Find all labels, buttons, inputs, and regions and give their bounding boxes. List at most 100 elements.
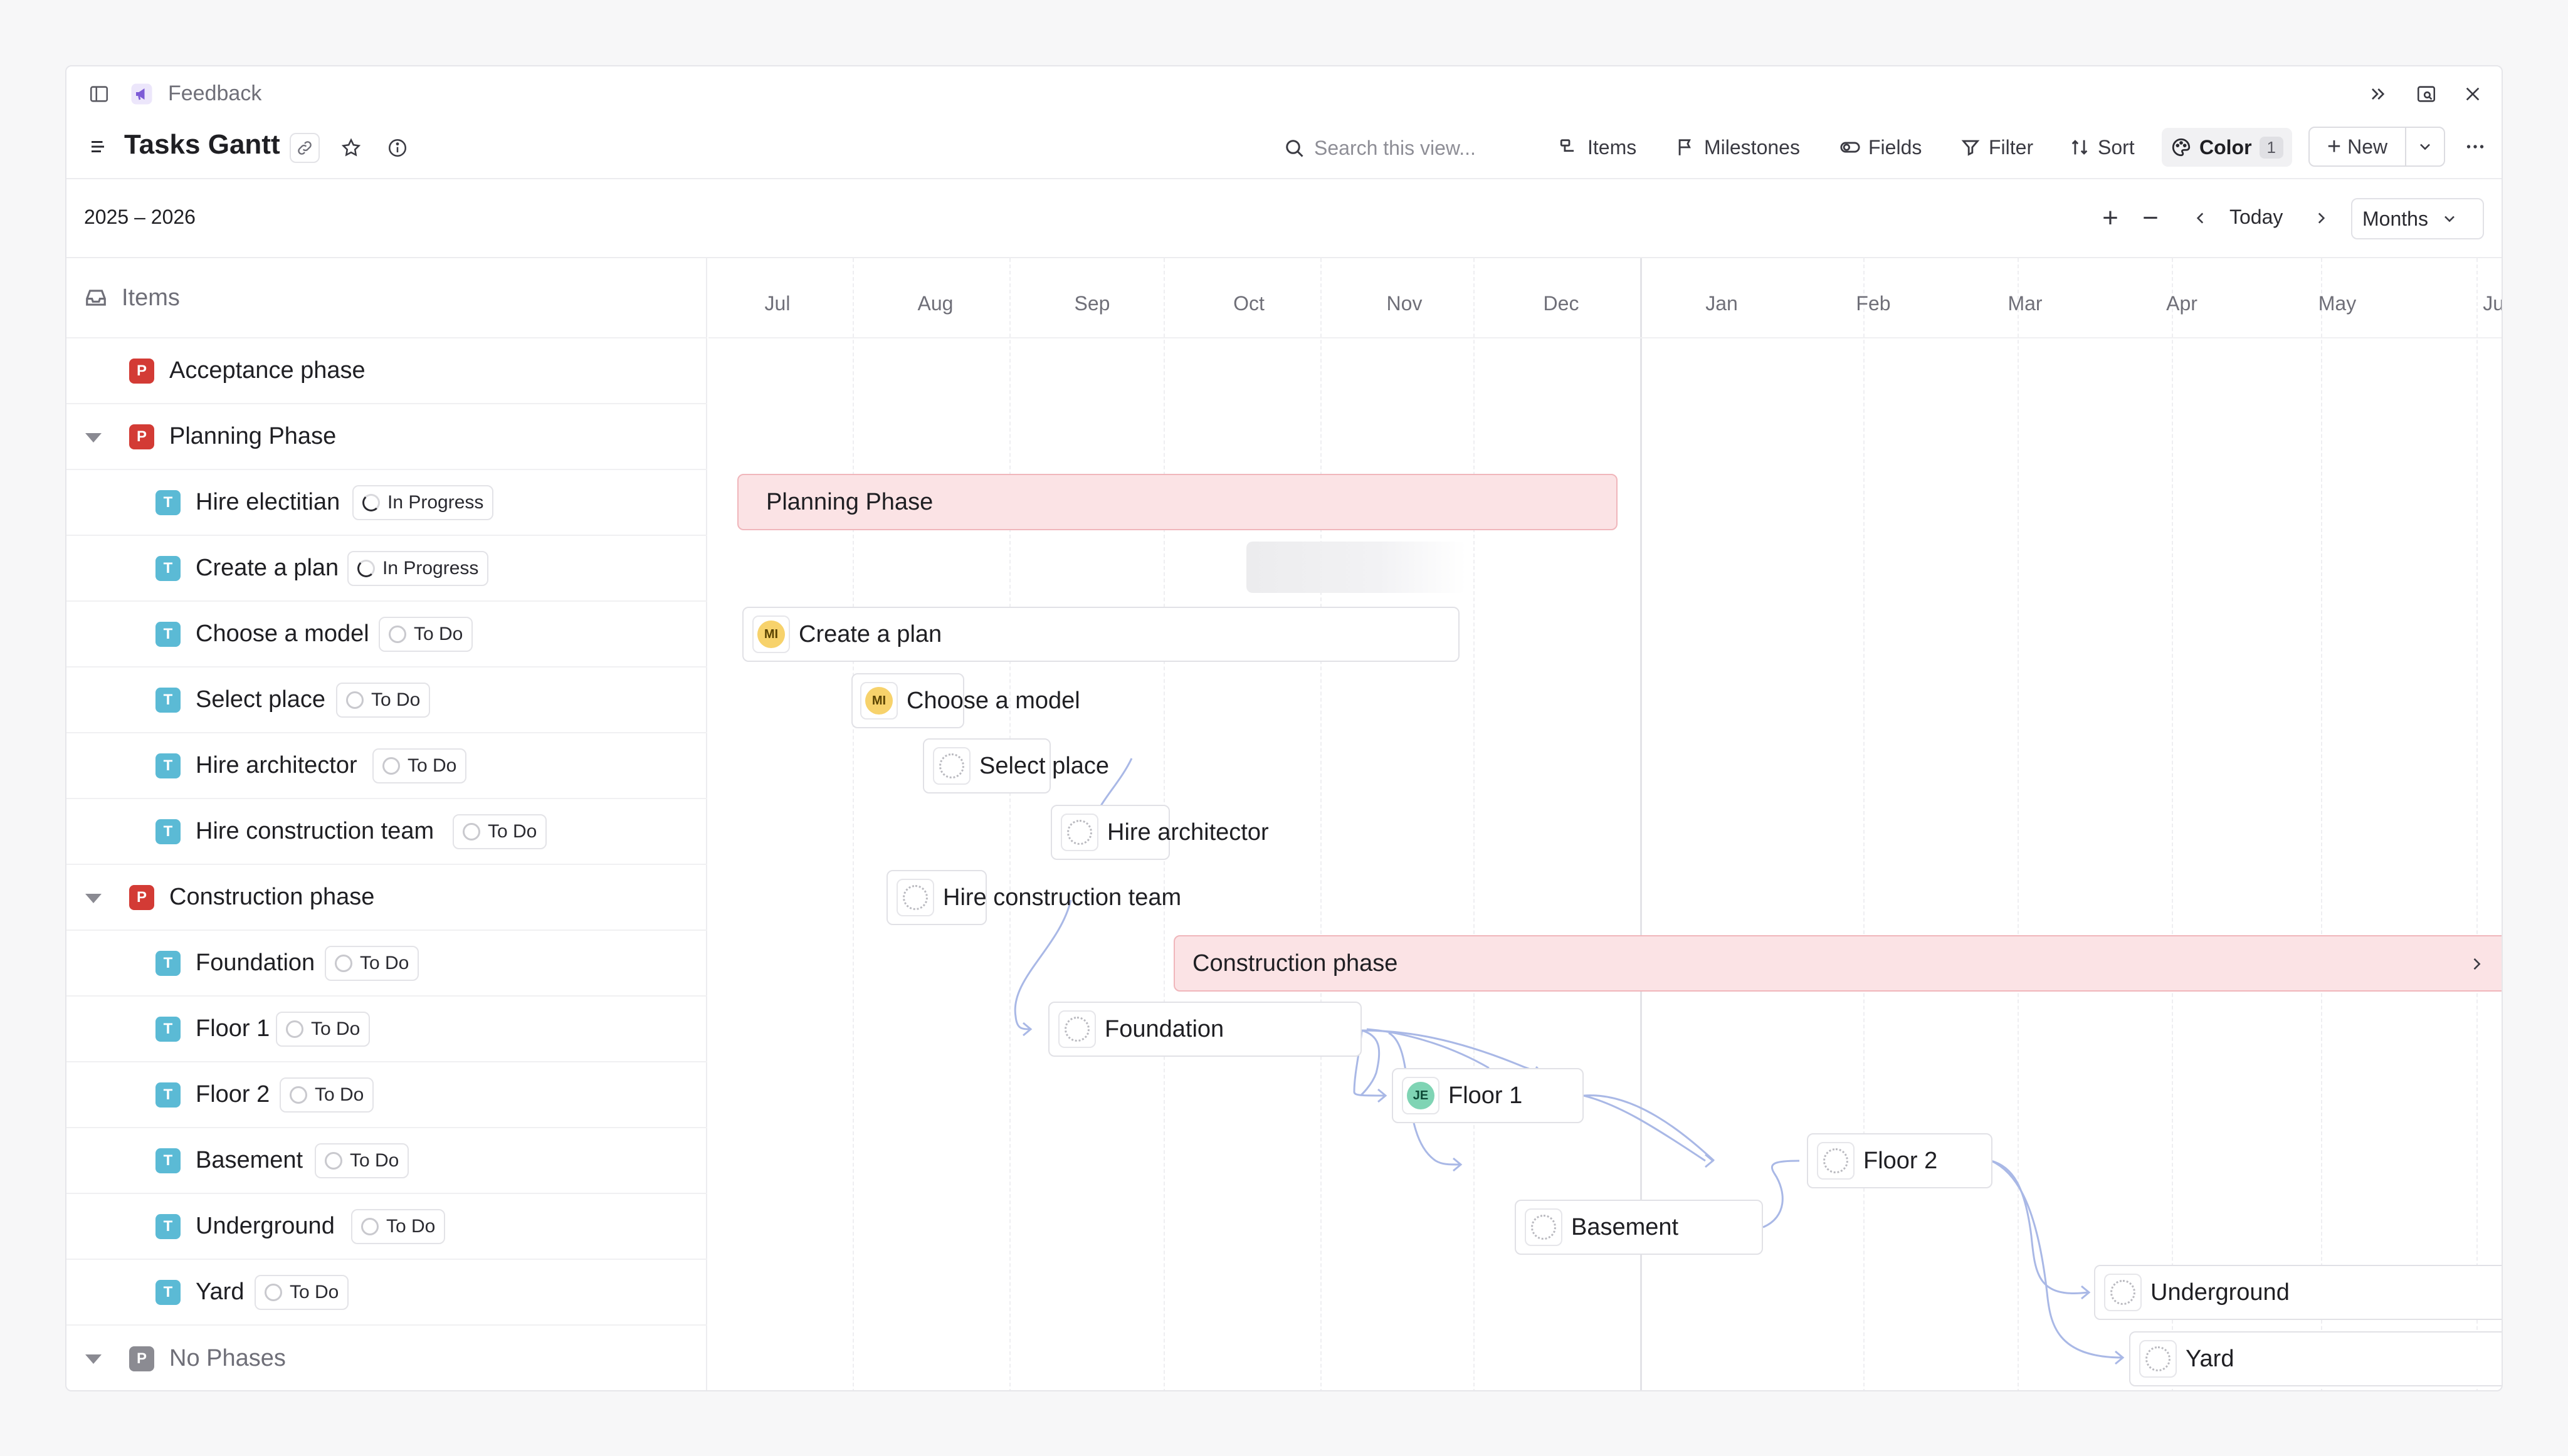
task-bar-floor-2[interactable]: Floor 2 <box>1807 1133 1992 1188</box>
link-icon[interactable] <box>290 133 320 163</box>
color-button[interactable]: Color 1 <box>2162 128 2293 167</box>
status-badge[interactable]: To Do <box>453 814 547 849</box>
list-item[interactable]: T Floor 1 To Do <box>66 997 707 1062</box>
list-item[interactable]: P Construction phase <box>66 865 707 931</box>
month-label: Feb <box>1856 292 1891 315</box>
month-label: May <box>2318 292 2357 315</box>
list-item[interactable]: T Create a plan In Progress <box>66 536 707 602</box>
zoom-out-button[interactable]: − <box>2142 202 2159 233</box>
inbox-icon <box>86 290 106 306</box>
milestones-button[interactable]: Milestones <box>1675 128 1800 167</box>
new-button-group: + New <box>2308 127 2445 167</box>
zoom-in-button[interactable]: + <box>2102 202 2118 233</box>
chevron-left-icon[interactable] <box>2186 203 2216 233</box>
task-bar-choose-model[interactable]: MI Choose a model <box>851 673 1080 728</box>
status-badge[interactable]: In Progress <box>352 484 494 520</box>
sort-button-label: Sort <box>2098 135 2135 159</box>
collapse-caret-icon[interactable] <box>85 433 102 443</box>
task-bar-label: Floor 2 <box>1863 1147 1938 1174</box>
task-bar-label: Floor 1 <box>1448 1082 1523 1109</box>
new-dropdown-button[interactable] <box>2406 128 2444 165</box>
todo-icon <box>290 1086 307 1104</box>
collapse-caret-icon[interactable] <box>85 894 102 903</box>
filter-button[interactable]: Filter <box>1960 128 2033 167</box>
status-badge[interactable]: To Do <box>336 682 431 718</box>
status-badge[interactable]: To Do <box>276 1011 371 1047</box>
task-bar-select-place[interactable]: Select place <box>923 738 1109 793</box>
breadcrumb[interactable]: Feedback <box>168 81 262 105</box>
construction-phase-bar[interactable]: Construction phase <box>1174 935 2502 992</box>
list-item[interactable]: P No Phases <box>66 1326 707 1390</box>
status-badge[interactable]: To Do <box>379 616 473 652</box>
today-button[interactable]: Today <box>2229 206 2283 228</box>
month-gridline <box>853 258 854 1390</box>
item-label: Floor 2 <box>196 1081 270 1108</box>
items-button-label: Items <box>1587 135 1637 159</box>
item-label: Hire electitian <box>196 489 340 515</box>
menu-lines-icon[interactable] <box>84 133 112 160</box>
status-badge[interactable]: To Do <box>280 1077 374 1113</box>
search-input[interactable] <box>1314 136 1502 160</box>
status-badge[interactable]: To Do <box>372 748 467 783</box>
task-bar-underground[interactable]: Underground <box>2094 1265 2502 1320</box>
todo-icon <box>2110 1280 2135 1305</box>
status-text: To Do <box>371 689 421 710</box>
todo-icon <box>939 753 964 778</box>
task-bar-hire-team[interactable]: Hire construction team <box>887 870 1181 925</box>
list-item[interactable]: T Hire architector To Do <box>66 733 707 799</box>
info-icon[interactable] <box>382 133 413 163</box>
task-bar-floor-1[interactable]: JE Floor 1 <box>1392 1068 1584 1123</box>
status-badge[interactable]: To Do <box>351 1208 446 1244</box>
list-item[interactable]: T Underground To Do <box>66 1194 707 1260</box>
collapse-caret-icon[interactable] <box>85 1354 102 1364</box>
list-item[interactable]: T Choose a model To Do <box>66 602 707 668</box>
item-label: Acceptance phase <box>169 357 366 384</box>
close-icon[interactable] <box>2459 80 2486 108</box>
status-badge[interactable]: To Do <box>325 945 419 981</box>
list-item[interactable]: T Floor 2 To Do <box>66 1062 707 1128</box>
new-button[interactable]: + New <box>2310 128 2406 165</box>
task-bar-label: Create a plan <box>799 621 942 647</box>
task-bar-yard[interactable]: Yard <box>2129 1331 2502 1386</box>
task-bar-basement[interactable]: Basement <box>1515 1200 1763 1255</box>
status-badge[interactable]: To Do <box>315 1143 409 1178</box>
task-bar-create-plan[interactable]: MI Create a plan <box>742 607 1460 662</box>
item-label: Underground <box>196 1213 335 1239</box>
open-fullpage-icon[interactable] <box>2413 80 2440 108</box>
month-gridline <box>1473 258 1475 1390</box>
star-icon[interactable] <box>336 133 366 163</box>
chevron-right-icon[interactable] <box>2306 203 2336 233</box>
scale-select[interactable]: Months <box>2351 198 2484 239</box>
chevron-down-icon <box>2444 216 2455 223</box>
status-text: To Do <box>311 1018 360 1039</box>
sidebar-toggle-icon[interactable] <box>85 80 113 108</box>
task-bar-hire-architector[interactable]: Hire architector <box>1051 805 1269 860</box>
month-label: Jul <box>764 292 791 315</box>
in-progress-icon <box>357 559 375 577</box>
list-item[interactable]: T Hire electitian In Progress <box>66 470 707 536</box>
list-item[interactable]: T Basement To Do <box>66 1128 707 1194</box>
list-item[interactable]: T Hire construction team To Do <box>66 799 707 865</box>
task-bar-foundation[interactable]: Foundation <box>1048 1002 1362 1057</box>
chevron-right-icon[interactable] <box>2468 955 2485 973</box>
list-item[interactable]: P Acceptance phase <box>66 338 707 404</box>
more-icon[interactable] <box>2460 132 2490 162</box>
list-item[interactable]: T Select place To Do <box>66 668 707 733</box>
todo-icon <box>1531 1215 1556 1240</box>
items-button[interactable]: Items <box>1559 128 1636 167</box>
sort-button[interactable]: Sort <box>2069 128 2135 167</box>
month-label: Jun <box>2483 292 2502 315</box>
search-box[interactable] <box>1283 130 1502 165</box>
status-badge[interactable]: In Progress <box>347 550 489 586</box>
fields-button[interactable]: Fields <box>1839 128 1922 167</box>
list-item[interactable]: P Planning Phase <box>66 404 707 470</box>
list-item[interactable]: T Yard To Do <box>66 1260 707 1326</box>
list-item[interactable]: T Foundation To Do <box>66 931 707 997</box>
status-box <box>1061 814 1098 851</box>
status-badge[interactable]: To Do <box>255 1274 349 1310</box>
sort-icon <box>2071 140 2088 155</box>
assignee-box: MI <box>860 682 898 720</box>
planning-phase-bar[interactable]: Planning Phase <box>737 474 1618 530</box>
expand-right-icon[interactable] <box>2364 80 2391 108</box>
todo-icon <box>265 1283 282 1301</box>
